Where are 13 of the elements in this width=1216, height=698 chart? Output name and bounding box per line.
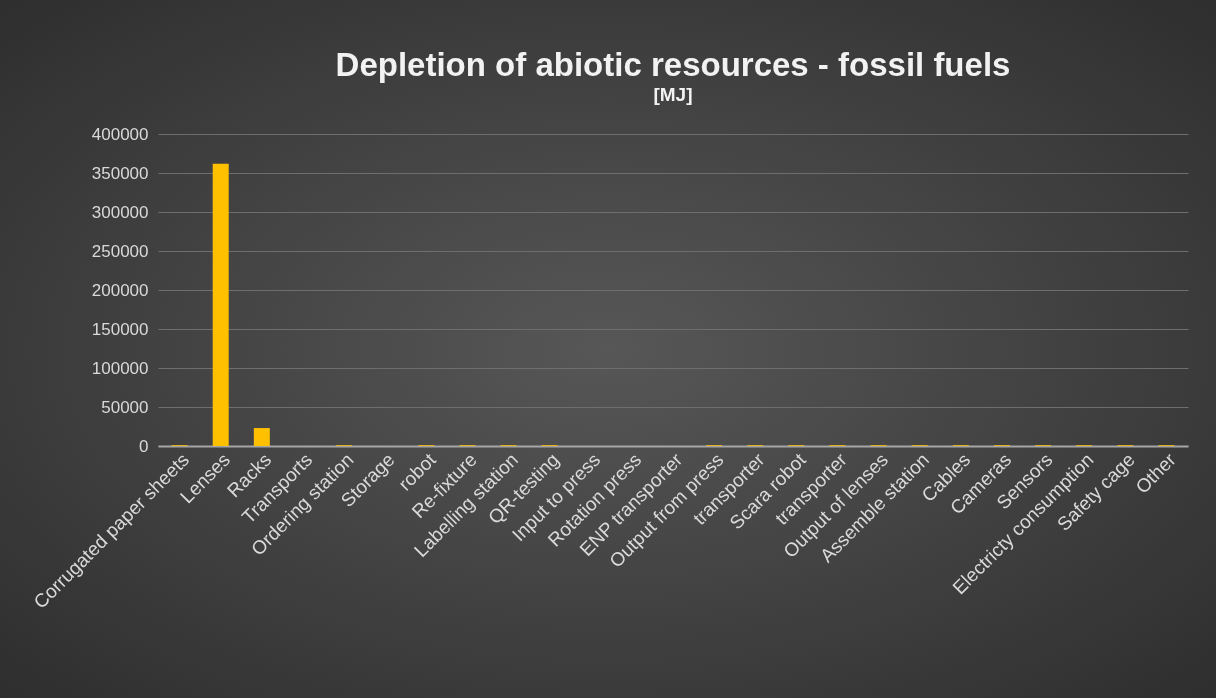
y-tick-label: 350000 — [91, 163, 149, 183]
y-tick-label: 150000 — [91, 319, 149, 339]
chart-title: Depletion of abiotic resources - fossil fuels — [335, 46, 1011, 83]
y-tick-label: 400000 — [91, 124, 149, 144]
y-tick-label: 250000 — [91, 241, 149, 261]
chart-subtitle: [MJ] — [653, 84, 693, 105]
bar — [212, 163, 229, 446]
y-tick-label: 50000 — [101, 397, 149, 417]
bar — [253, 428, 270, 446]
y-tick-label: 200000 — [91, 280, 149, 300]
y-tick-label: 300000 — [91, 202, 149, 222]
y-tick-label: 100000 — [91, 358, 149, 378]
y-tick-label: 0 — [139, 436, 149, 456]
